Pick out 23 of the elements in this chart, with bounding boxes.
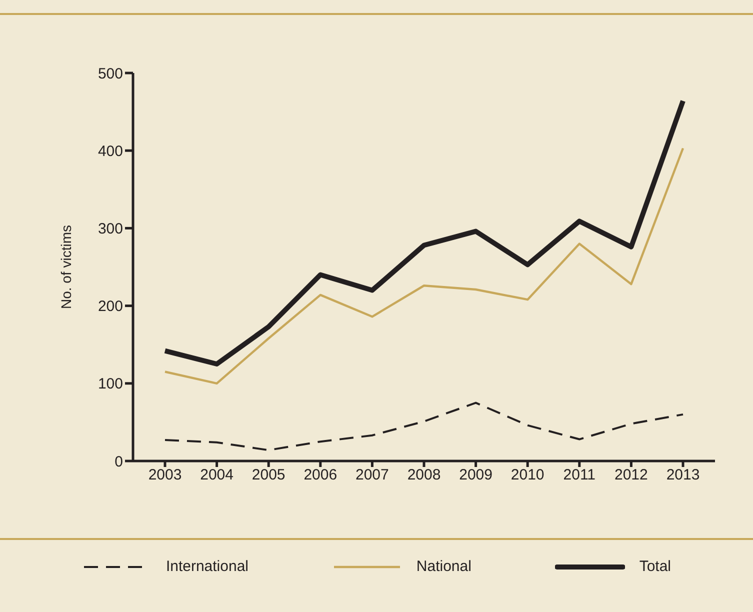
x-tick-label: 2005 <box>252 466 286 484</box>
x-tick-label: 2010 <box>510 466 544 484</box>
y-tick-label: 300 <box>98 220 123 238</box>
legend-label: International <box>166 558 248 575</box>
y-tick-label: 500 <box>98 65 123 82</box>
x-tick-label: 2009 <box>459 466 492 484</box>
x-tick-label: 2013 <box>666 466 700 484</box>
y-axis-title: No. of victims <box>58 224 74 310</box>
y-tick-label: 100 <box>98 376 123 393</box>
x-tick-label: 2003 <box>148 466 182 484</box>
y-tick-label: 0 <box>114 453 123 470</box>
legend-label: Total <box>639 558 672 575</box>
line-series <box>164 147 684 384</box>
x-tick-label: 2006 <box>304 466 338 484</box>
x-tick-label: 2007 <box>356 466 389 484</box>
x-tick-label: 2004 <box>200 466 234 484</box>
y-tick-label: 200 <box>98 298 123 316</box>
legend-label: National <box>416 558 472 575</box>
x-tick-label: 2011 <box>563 466 596 484</box>
y-tick-label: 400 <box>98 142 123 160</box>
x-tick-label: 2012 <box>614 466 648 484</box>
x-tick-label: 2008 <box>407 466 441 484</box>
line-series <box>164 402 684 452</box>
